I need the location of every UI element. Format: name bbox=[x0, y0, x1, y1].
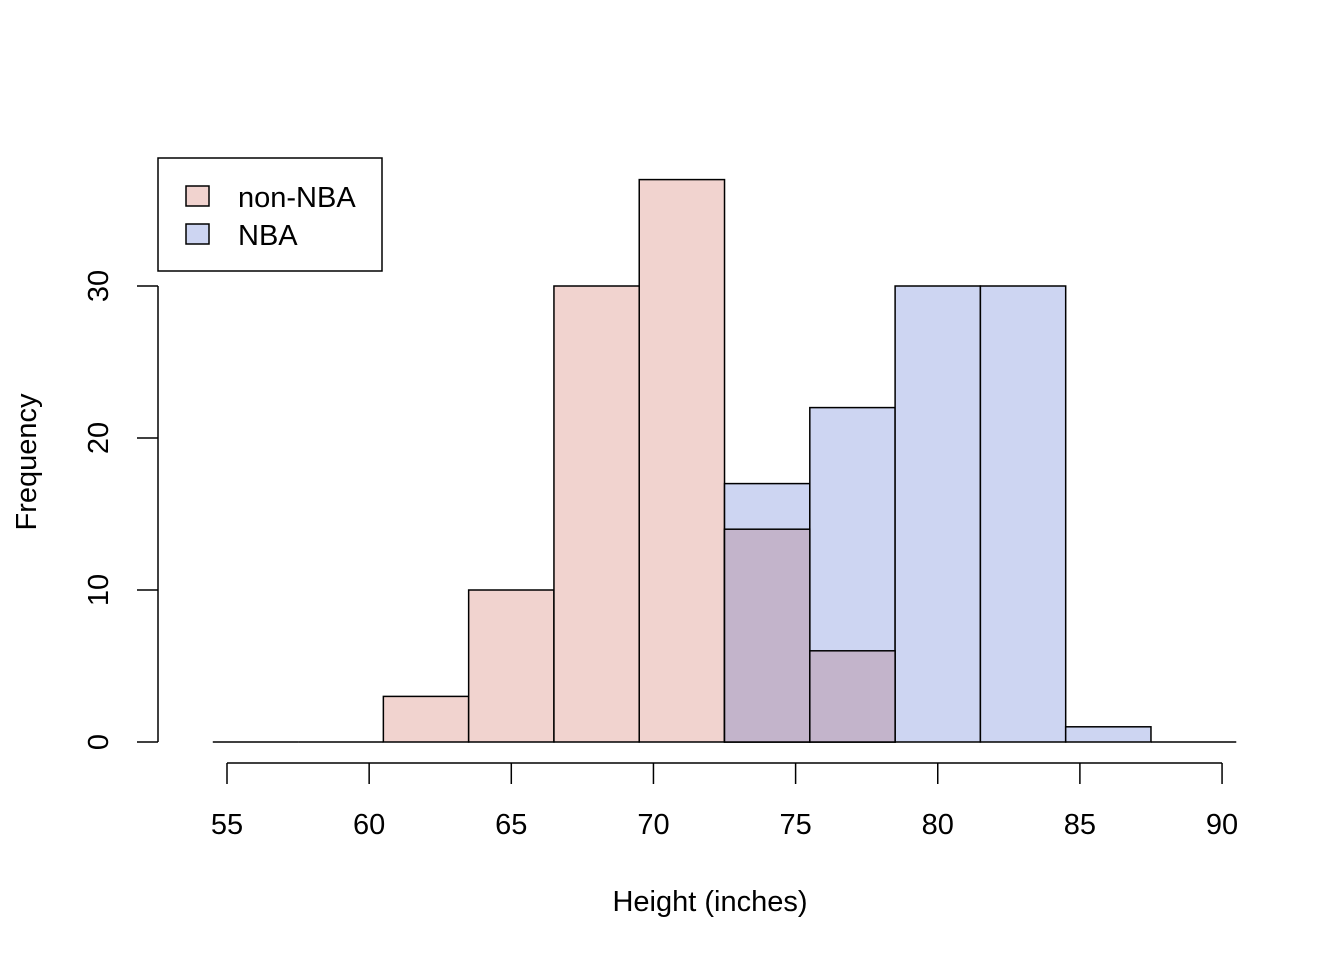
legend-label-non-nba: non-NBA bbox=[238, 182, 356, 214]
nba-bar-2 bbox=[894, 285, 982, 743]
x-tick-label-85: 85 bbox=[1064, 809, 1096, 841]
y-tick-label-10: 10 bbox=[83, 574, 115, 606]
x-axis: 55 60 65 70 75 80 85 90 bbox=[211, 762, 1238, 841]
x-axis-title: Height (inches) bbox=[612, 886, 807, 918]
x-tick-label-75: 75 bbox=[779, 809, 811, 841]
overlap-bar-7 bbox=[809, 650, 896, 743]
y-tick-label-0: 0 bbox=[83, 734, 115, 750]
non-nba-bar-3 bbox=[467, 589, 555, 743]
non-nba-bar-2 bbox=[382, 695, 470, 743]
overlap-bar-6 bbox=[723, 528, 811, 743]
legend-box bbox=[157, 157, 383, 272]
x-tick-label-80: 80 bbox=[922, 809, 954, 841]
legend-label-nba: NBA bbox=[238, 220, 298, 252]
y-axis: 0 10 20 30 bbox=[83, 270, 159, 750]
nba-bar-3 bbox=[979, 285, 1067, 743]
nba-bar-4 bbox=[1064, 726, 1152, 743]
non-nba-bar-4 bbox=[553, 285, 640, 743]
y-tick-label-20: 20 bbox=[83, 422, 115, 454]
non-nba-bar-5 bbox=[638, 178, 726, 743]
x-tick-label-70: 70 bbox=[637, 809, 669, 841]
x-tick-label-65: 65 bbox=[495, 809, 527, 841]
overlap-bars bbox=[723, 528, 896, 743]
x-tick-label-60: 60 bbox=[353, 809, 385, 841]
legend-swatch-non-nba bbox=[185, 185, 210, 207]
x-tick-label-90: 90 bbox=[1206, 809, 1238, 841]
legend: non-NBA NBA bbox=[157, 157, 383, 272]
y-axis-title: Frequency bbox=[11, 393, 43, 531]
y-tick-label-30: 30 bbox=[83, 270, 115, 302]
legend-swatch-nba bbox=[185, 223, 210, 245]
x-tick-label-55: 55 bbox=[211, 809, 243, 841]
